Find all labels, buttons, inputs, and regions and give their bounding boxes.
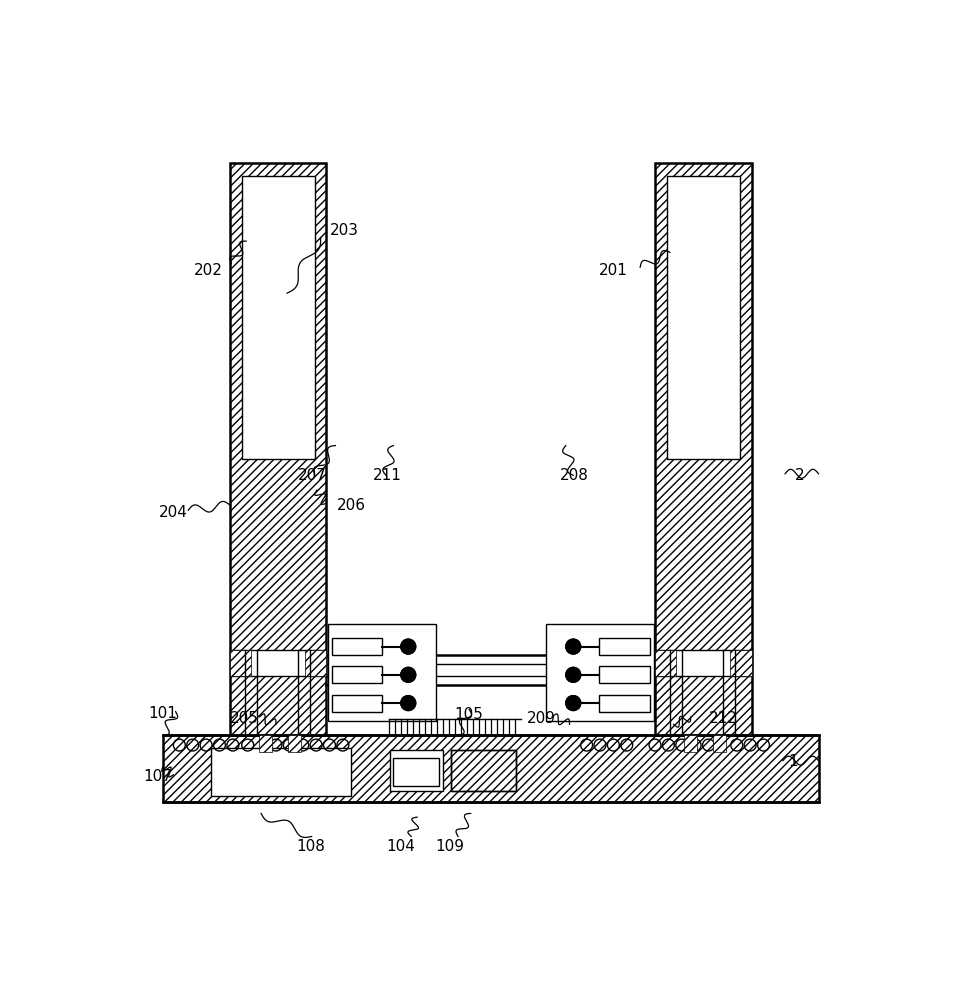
Text: 1: 1 [788, 754, 799, 769]
Text: 208: 208 [560, 468, 589, 483]
Bar [731, 650, 752, 676]
Text: 207: 207 [298, 468, 327, 483]
Bar [332, 666, 383, 683]
Bar [713, 735, 726, 752]
Bar [599, 638, 650, 655]
Circle shape [401, 667, 415, 682]
Bar [288, 735, 301, 752]
Bar [451, 750, 516, 791]
Text: 206: 206 [337, 498, 366, 513]
Bar [163, 735, 818, 802]
Bar [230, 650, 326, 676]
Text: 209: 209 [527, 711, 556, 726]
Circle shape [566, 639, 580, 654]
Bar [599, 666, 650, 683]
Bar [230, 163, 326, 735]
Circle shape [401, 696, 415, 711]
Bar [305, 650, 326, 676]
Circle shape [566, 667, 580, 682]
Text: 201: 201 [599, 263, 628, 278]
Text: 203: 203 [330, 223, 359, 238]
Bar [655, 163, 752, 735]
Circle shape [401, 639, 415, 654]
Bar [451, 750, 516, 791]
Text: 104: 104 [386, 839, 415, 854]
Bar [667, 176, 739, 459]
Bar [393, 758, 439, 786]
Bar [259, 735, 272, 752]
Bar [546, 624, 653, 721]
Text: 105: 105 [455, 707, 483, 722]
Bar [332, 638, 383, 655]
Circle shape [566, 696, 580, 711]
Text: 109: 109 [435, 839, 465, 854]
Text: 202: 202 [194, 263, 223, 278]
Bar [230, 650, 251, 676]
Text: 107: 107 [144, 769, 173, 784]
Text: 101: 101 [148, 706, 177, 721]
Bar [328, 624, 435, 721]
Text: 212: 212 [709, 711, 737, 726]
Text: 211: 211 [372, 468, 402, 483]
Bar [599, 695, 650, 712]
Bar [211, 748, 351, 796]
Text: 108: 108 [296, 839, 326, 854]
Bar [655, 650, 752, 676]
Bar [684, 735, 697, 752]
Text: 204: 204 [158, 505, 187, 520]
Bar [389, 750, 443, 791]
Bar [332, 695, 383, 712]
Text: 2: 2 [795, 468, 805, 483]
Text: 205: 205 [230, 711, 259, 726]
Bar [655, 650, 676, 676]
Bar [242, 176, 315, 459]
